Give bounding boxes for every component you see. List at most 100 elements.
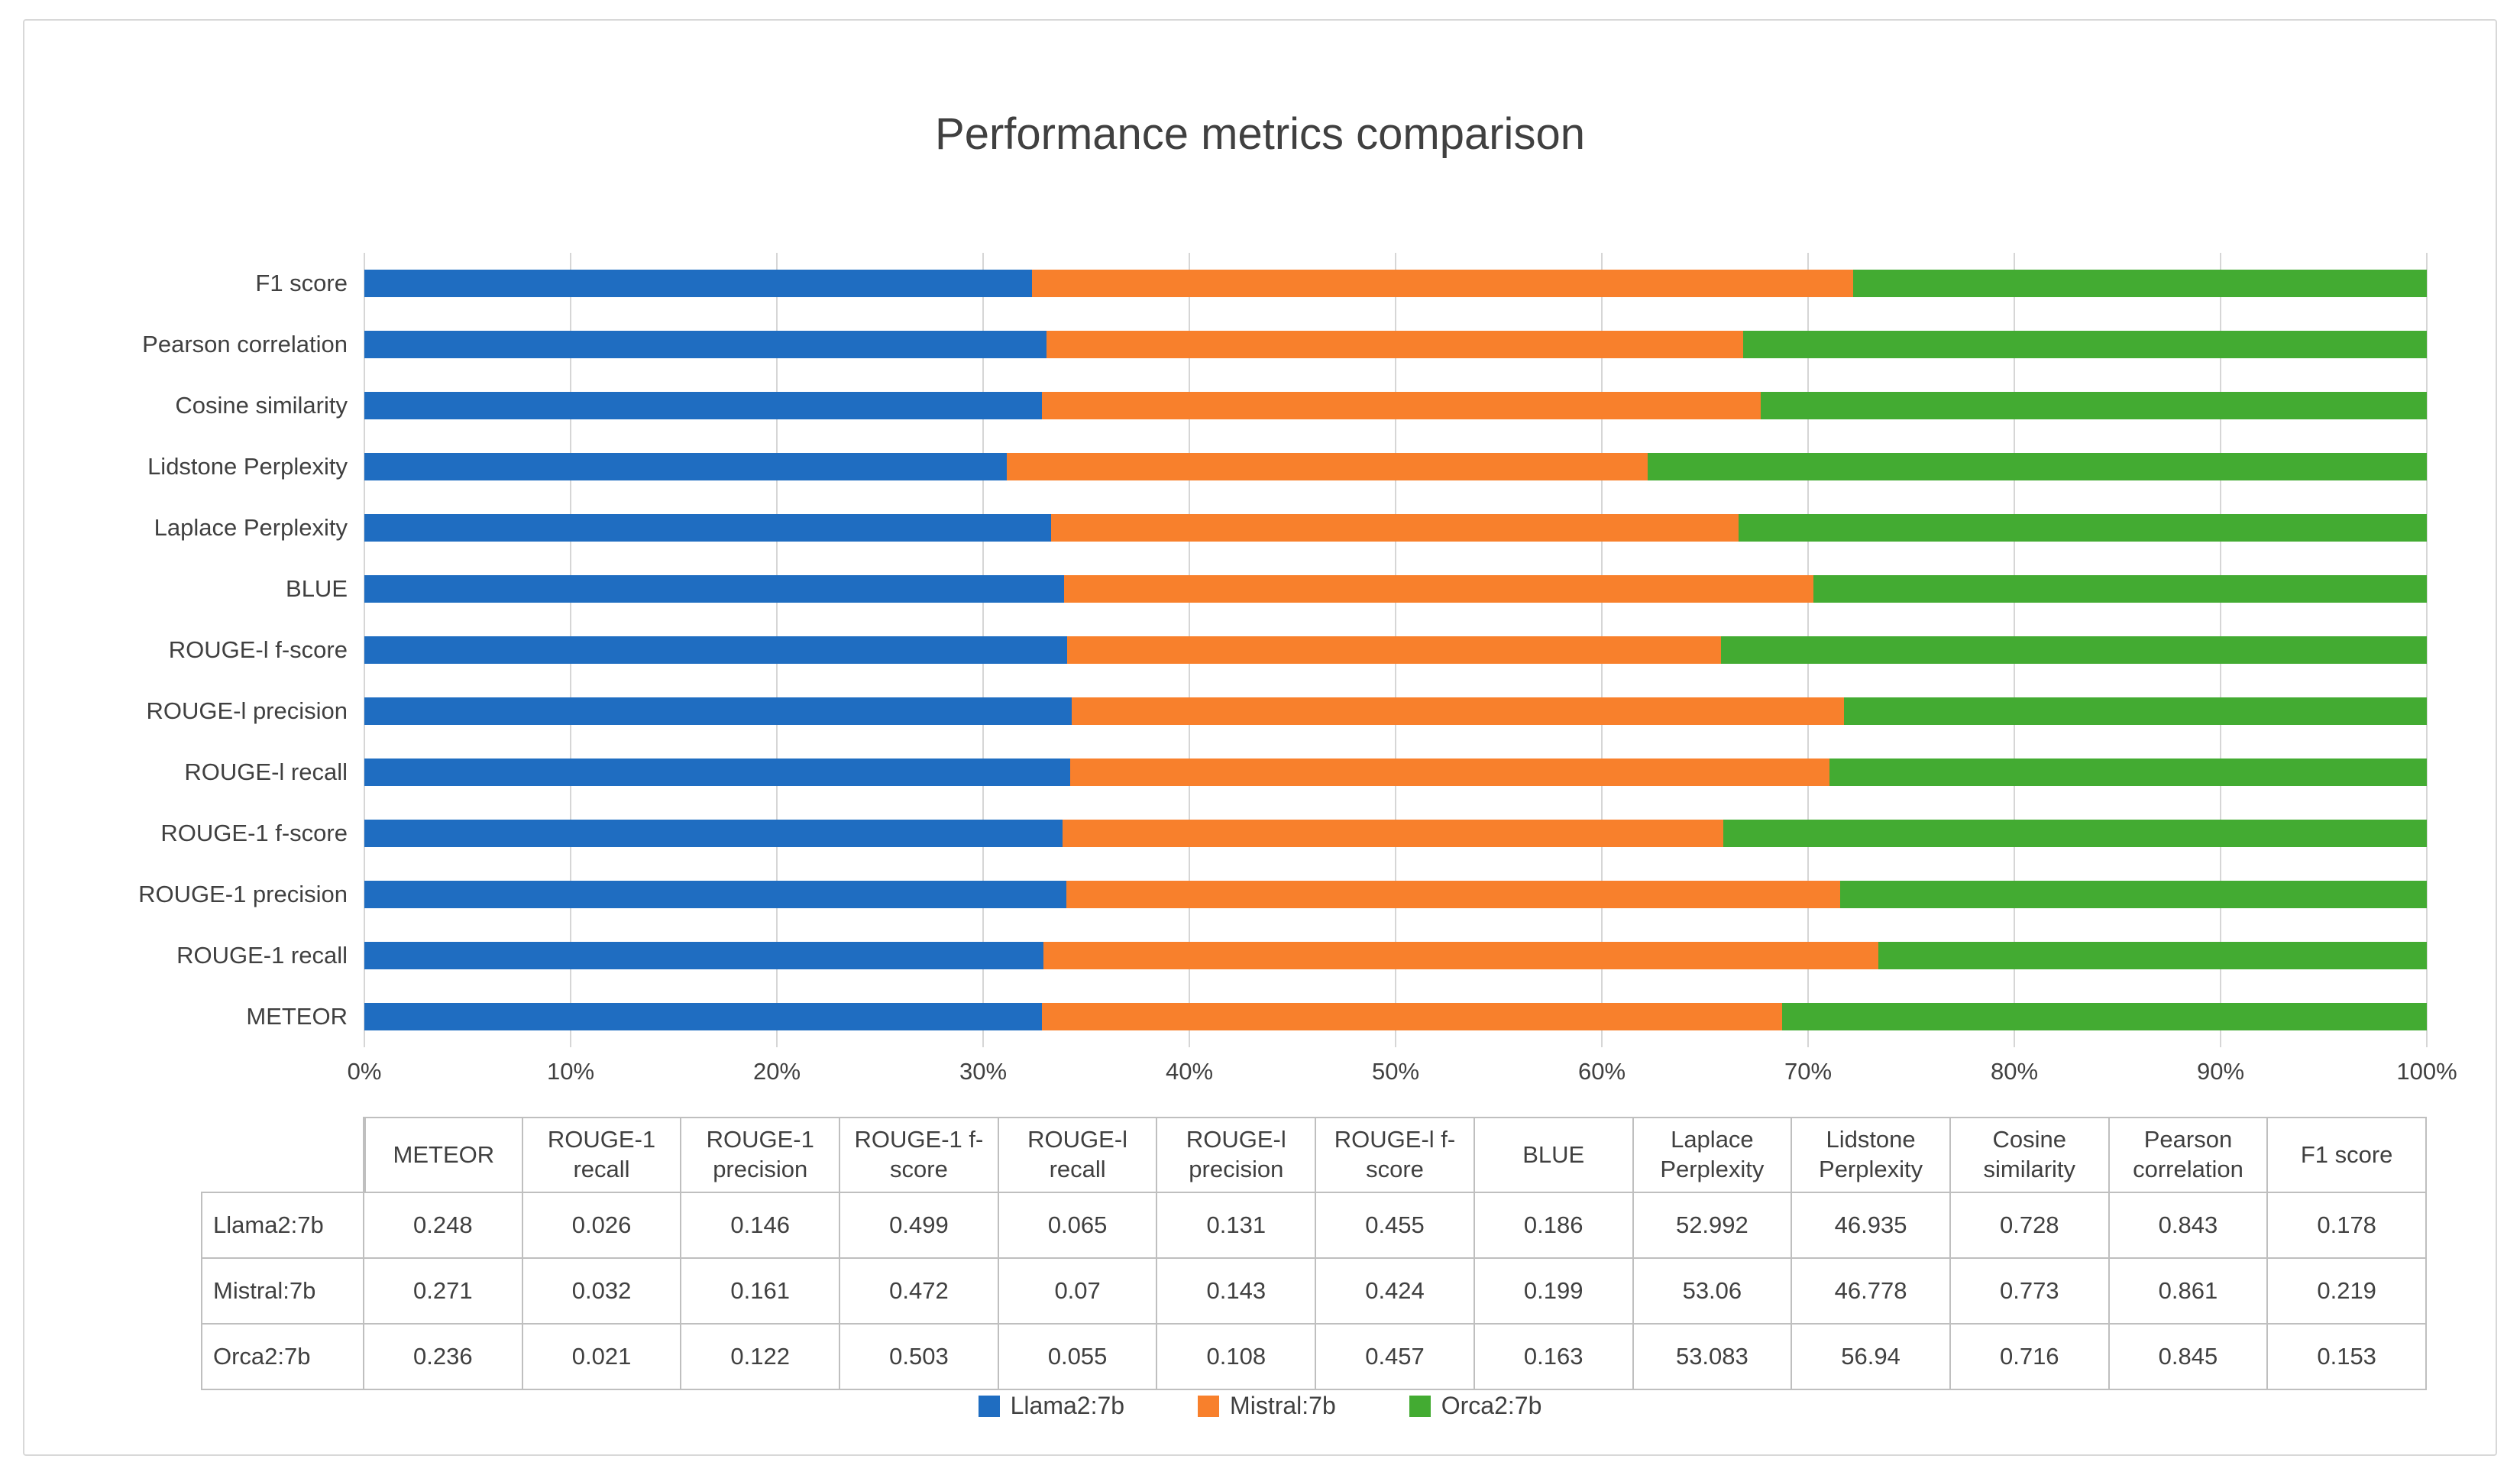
legend-label: Llama2:7b: [1010, 1392, 1125, 1419]
table-header-Cosine similarity: Cosine similarity: [1950, 1117, 2110, 1193]
category-label: Laplace Perplexity: [154, 514, 348, 541]
plot-area: [364, 253, 2428, 1047]
bar-segment-Mistral:7b: [1031, 270, 1853, 297]
category-label: ROUGE-1 precision: [138, 881, 348, 907]
table-value-cell: 0.161: [681, 1259, 841, 1325]
stacked-bar: [364, 881, 2427, 908]
table-header-ROUGE-l precision: ROUGE-l precision: [1157, 1117, 1317, 1193]
table-header-F1 score: F1 score: [2268, 1117, 2427, 1193]
category-label: ROUGE-l f-score: [168, 636, 348, 663]
bar-row-METEOR: [364, 986, 2427, 1047]
chart-legend: Llama2:7b Mistral:7b Orca2:7b: [0, 1392, 2520, 1420]
table-value-cell: 0.108: [1157, 1325, 1317, 1390]
bar-segment-Llama2:7b: [364, 575, 1065, 603]
table-value-cell: 0.503: [840, 1325, 999, 1390]
table-value-cell: 53.083: [1633, 1325, 1793, 1390]
x-tick-label: 50%: [1371, 1058, 1420, 1085]
bar-segment-Mistral:7b: [1066, 636, 1722, 664]
bar-segment-Llama2:7b: [364, 820, 1063, 847]
table-value-cell: 0.236: [364, 1325, 523, 1390]
bar-segment-Mistral:7b: [1066, 881, 1841, 908]
x-tick-label: 60%: [1577, 1058, 1626, 1085]
bar-segment-Llama2:7b: [364, 514, 1052, 542]
table-value-cell: 0.178: [2268, 1193, 2427, 1259]
bar-segment-Mistral:7b: [1069, 759, 1830, 786]
bar-segment-Mistral:7b: [1041, 392, 1761, 419]
stacked-bar: [364, 759, 2427, 786]
category-label: ROUGE-l precision: [146, 697, 348, 724]
category-label: ROUGE-1 recall: [176, 942, 348, 969]
table-value-cell: 46.778: [1792, 1259, 1951, 1325]
x-tick-label: 10%: [546, 1058, 595, 1085]
table-corner-cell: [201, 1117, 364, 1193]
bar-segment-Orca2:7b: [1647, 453, 2427, 480]
bar-segment-Llama2:7b: [364, 759, 1070, 786]
stacked-bar: [364, 820, 2427, 847]
bar-segment-Orca2:7b: [1742, 331, 2427, 358]
table-value-cell: 0.199: [1474, 1259, 1634, 1325]
table-row-label-Mistral:7b: Mistral:7b: [201, 1259, 364, 1325]
category-label: ROUGE-1 f-score: [160, 820, 348, 846]
table-header-ROUGE-1 recall: ROUGE-1 recall: [522, 1117, 682, 1193]
x-tick-label: 100%: [2396, 1058, 2457, 1085]
table-value-cell: 0.248: [364, 1193, 523, 1259]
table-value-cell: 0.424: [1316, 1259, 1475, 1325]
table-value-cell: 0.065: [998, 1193, 1158, 1259]
bar-row-Lidstone Perplexity: [364, 436, 2427, 497]
table-value-cell: 0.472: [840, 1259, 999, 1325]
table-header-METEOR: METEOR: [364, 1117, 523, 1193]
bar-segment-Llama2:7b: [364, 453, 1008, 480]
bar-segment-Llama2:7b: [364, 270, 1032, 297]
bar-segment-Llama2:7b: [364, 697, 1072, 725]
legend-item-Mistral:7b: Mistral:7b: [1198, 1392, 1336, 1420]
table-row-label-Llama2:7b: Llama2:7b: [201, 1193, 364, 1259]
stacked-bar: [364, 270, 2427, 297]
x-tick-label: 0%: [347, 1058, 382, 1085]
stacked-bar: [364, 453, 2427, 480]
bar-segment-Llama2:7b: [364, 392, 1042, 419]
table-value-cell: 52.992: [1633, 1193, 1793, 1259]
table-header-ROUGE-1 f-score: ROUGE-1 f-score: [840, 1117, 999, 1193]
category-label: Pearson correlation: [142, 331, 348, 357]
table-value-cell: 0.032: [522, 1259, 682, 1325]
stacked-bar: [364, 392, 2427, 419]
stacked-bar: [364, 331, 2427, 358]
table-value-cell: 0.153: [2268, 1325, 2427, 1390]
category-label: ROUGE-l recall: [184, 759, 348, 785]
table-value-cell: 0.143: [1157, 1259, 1317, 1325]
table-header-ROUGE-l f-score: ROUGE-l f-score: [1316, 1117, 1475, 1193]
bar-row-BLUE: [364, 558, 2427, 619]
legend-item-Llama2:7b: Llama2:7b: [978, 1392, 1125, 1420]
bar-segment-Mistral:7b: [1064, 575, 1813, 603]
stacked-bar: [364, 514, 2427, 542]
table-value-cell: 0.773: [1950, 1259, 2110, 1325]
bar-segment-Orca2:7b: [1721, 636, 2427, 664]
table-value-cell: 0.163: [1474, 1325, 1634, 1390]
bar-segment-Llama2:7b: [364, 636, 1067, 664]
table-value-cell: 0.845: [2109, 1325, 2269, 1390]
table-value-cell: 0.186: [1474, 1193, 1634, 1259]
stacked-bar: [364, 1003, 2427, 1030]
table-header-Lidstone Perplexity: Lidstone Perplexity: [1792, 1117, 1951, 1193]
table-value-cell: 0.499: [840, 1193, 999, 1259]
gridline-100%: [2426, 253, 2428, 1047]
stacked-bar: [364, 697, 2427, 725]
category-label: BLUE: [286, 575, 348, 602]
table-value-cell: 0.021: [522, 1325, 682, 1390]
bar-row-ROUGE-1 f-score: [364, 803, 2427, 864]
table-value-cell: 0.055: [998, 1325, 1158, 1390]
legend-swatch-icon: [1198, 1395, 1220, 1417]
table-value-cell: 0.146: [681, 1193, 841, 1259]
bar-segment-Llama2:7b: [364, 881, 1066, 908]
table-value-cell: 0.122: [681, 1325, 841, 1390]
bar-segment-Orca2:7b: [1829, 759, 2427, 786]
table-value-cell: 0.07: [998, 1259, 1158, 1325]
bar-segment-Llama2:7b: [364, 331, 1046, 358]
legend-swatch-icon: [978, 1395, 1000, 1417]
x-tick-label: 90%: [2196, 1058, 2245, 1085]
bar-segment-Orca2:7b: [1813, 575, 2427, 603]
table-header-ROUGE-l recall: ROUGE-l recall: [998, 1117, 1158, 1193]
table-value-cell: 46.935: [1792, 1193, 1951, 1259]
bar-row-ROUGE-1 precision: [364, 864, 2427, 925]
